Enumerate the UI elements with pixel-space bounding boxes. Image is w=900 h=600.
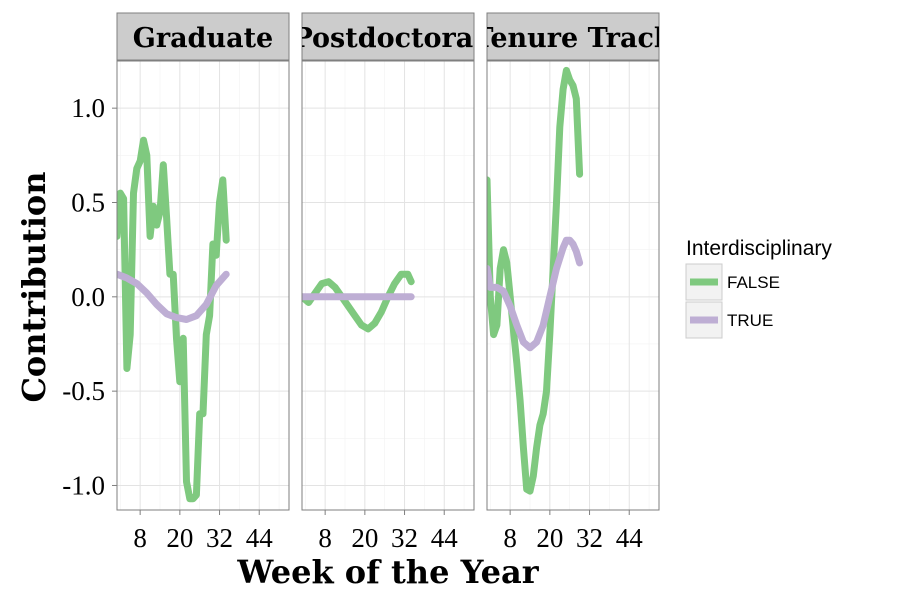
series-line-true (117, 270, 230, 323)
panel-border (116, 60, 290, 511)
x-tick-label: 32 (206, 523, 233, 553)
x-tick-label: 8 (318, 523, 332, 553)
legend-label: TRUE (727, 311, 773, 330)
x-tick-label: 20 (536, 523, 563, 553)
panel-border (301, 60, 475, 511)
y-tick-label: -0.5 (62, 376, 105, 406)
facet-strip (116, 12, 290, 61)
legend: Interdisciplinary FALSE TRUE (685, 237, 832, 339)
series-line-false (302, 270, 415, 333)
panel-border (486, 60, 660, 511)
x-tick-label: 8 (503, 523, 517, 553)
panel-background (487, 61, 659, 510)
y-axis: -1.0 -0.5 0.0 0.5 1.0 (62, 93, 117, 500)
y-tick-label: 0.5 (71, 187, 105, 217)
x-tick-label: 44 (431, 523, 459, 553)
y-tick-label: -1.0 (62, 470, 105, 500)
panel-background (117, 61, 289, 510)
y-tick-label: 1.0 (71, 93, 105, 123)
x-tick-label: 8 (133, 523, 147, 553)
facet-label: Postdoctoral (292, 23, 483, 54)
facet-label: Tenure Track (473, 23, 674, 54)
series-group (487, 66, 584, 495)
series-group (117, 136, 230, 503)
x-axis-title: Week of the Year (236, 553, 539, 591)
y-tick-label: 0.0 (71, 282, 105, 312)
x-tick-label: 20 (351, 523, 378, 553)
x-tick-label: 44 (246, 523, 274, 553)
legend-entry-false: FALSE (685, 263, 780, 301)
facet-panel-postdoctoral: Postdoctoral (292, 12, 483, 511)
legend-entry-true: TRUE (685, 301, 773, 339)
series-line-false (117, 136, 230, 503)
series-line-true (487, 236, 584, 352)
facet-panel-graduate: Graduate (116, 12, 290, 511)
x-tick-label: 32 (576, 523, 603, 553)
legend-title: Interdisciplinary (686, 237, 832, 260)
facet-label: Graduate (133, 23, 273, 54)
legend-label: FALSE (727, 273, 780, 292)
x-tick-label: 44 (616, 523, 644, 553)
x-tick-label: 20 (166, 523, 193, 553)
series-group (302, 270, 415, 333)
x-tick-label: 32 (391, 523, 418, 553)
y-axis-title: Contribution (15, 171, 53, 402)
facet-strip (301, 12, 475, 61)
x-axis: 8 20 32 44 8 20 32 44 8 20 32 44 (133, 510, 643, 553)
facet-panel-tenure-track: Tenure Track (473, 12, 674, 511)
series-line-false (487, 66, 584, 495)
facet-strip (486, 12, 660, 61)
